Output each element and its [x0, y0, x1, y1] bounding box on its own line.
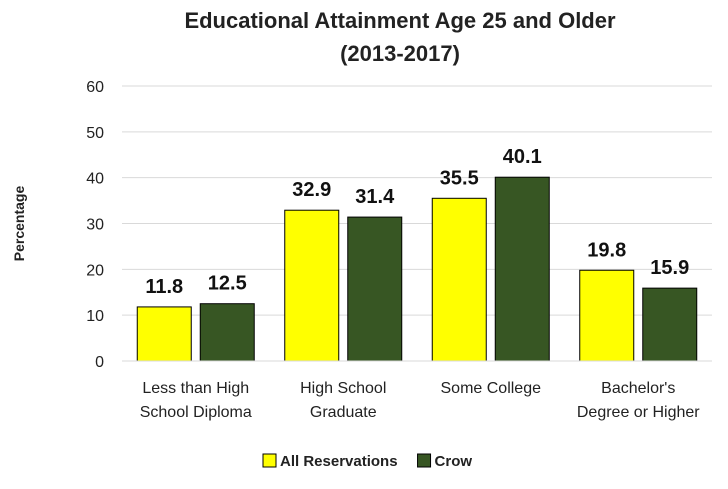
legend: All Reservations Crow — [262, 453, 473, 470]
data-label: 40.1 — [503, 146, 542, 168]
y-tick-label: 40 — [86, 171, 104, 188]
data-label: 12.5 — [208, 273, 247, 295]
bars — [136, 176, 698, 362]
bar-crow — [494, 176, 550, 362]
category-label: High School — [300, 380, 386, 397]
data-labels: 11.8 12.5 32.9 31.4 35.5 40.1 19.8 15.9 — [145, 146, 689, 298]
category-label: School Diploma — [140, 404, 252, 421]
bar-all-reservations — [284, 209, 340, 362]
data-label: 19.8 — [587, 239, 626, 261]
category-label: Graduate — [310, 404, 377, 421]
data-label: 11.8 — [145, 276, 183, 298]
y-tick-label: 10 — [86, 308, 104, 325]
y-axis-label: Percentage — [11, 186, 27, 262]
y-tick-label: 60 — [86, 79, 104, 96]
category-label: Some College — [441, 380, 542, 397]
chart-title-line: Educational Attainment Age 25 and Older — [184, 8, 616, 33]
y-tick-label: 0 — [95, 354, 104, 371]
chart-title-line: (2013-2017) — [340, 41, 460, 66]
bar-crow — [642, 287, 698, 362]
legend-swatch — [417, 453, 432, 468]
category-label: Less than High — [142, 380, 249, 397]
legend-label: All Reservations — [280, 453, 398, 470]
y-tick-label: 20 — [86, 262, 104, 279]
y-axis-ticks: 0 10 20 30 40 50 60 — [86, 79, 104, 371]
data-label: 15.9 — [650, 257, 689, 279]
legend-swatch — [262, 453, 277, 468]
bar-crow — [347, 216, 403, 362]
legend-label: Crow — [435, 453, 473, 470]
y-tick-label: 50 — [86, 125, 104, 142]
data-label: 35.5 — [440, 167, 479, 189]
y-tick-label: 30 — [86, 217, 104, 234]
bar-all-reservations — [136, 306, 192, 362]
bar-all-reservations — [579, 269, 635, 362]
bar-crow — [199, 303, 255, 362]
data-label: 32.9 — [292, 179, 331, 201]
category-label: Degree or Higher — [577, 404, 700, 421]
category-label: Bachelor's — [601, 380, 675, 397]
bar-all-reservations — [431, 197, 487, 362]
data-label: 31.4 — [355, 186, 395, 208]
category-labels: Less than High School Diploma High School G… — [140, 380, 701, 421]
chart-title: Educational Attainment Age 25 and Older (… — [184, 8, 616, 66]
